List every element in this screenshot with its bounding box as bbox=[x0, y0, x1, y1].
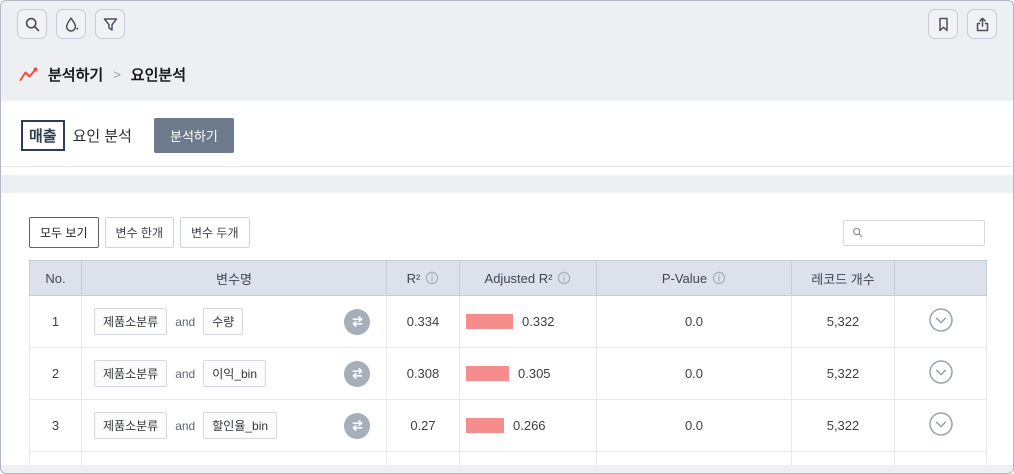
breadcrumb-root[interactable]: 분석하기 bbox=[48, 67, 104, 84]
table-row-partial bbox=[29, 451, 987, 465]
table-row: 1 제품소분류 and 수량 bbox=[29, 295, 987, 348]
table-header-row: No. 변수명 R² Adjusted R² P-Value 레코드 개수 bbox=[29, 260, 987, 296]
r2-value: 0.308 bbox=[386, 347, 460, 400]
bookmark-icon bbox=[938, 17, 948, 31]
toolbar-right-group bbox=[928, 9, 997, 39]
adjusted-r2-value: 0.305 bbox=[518, 366, 551, 381]
analysis-title-row: 매출 요인 분석 분석하기 bbox=[21, 118, 993, 153]
top-toolbar bbox=[1, 1, 1013, 39]
factor-analysis-table: No. 변수명 R² Adjusted R² P-Value 레코드 개수 bbox=[29, 260, 987, 465]
filter-button[interactable] bbox=[95, 9, 125, 39]
r2-value: 0.27 bbox=[386, 399, 460, 452]
breadcrumb-current: 요인분석 bbox=[130, 67, 186, 84]
connector-label: and bbox=[175, 366, 196, 381]
col-expand bbox=[894, 260, 987, 296]
p-value: 0.0 bbox=[596, 295, 792, 348]
target-variable-chip[interactable]: 매출 bbox=[21, 120, 65, 151]
chevron-down-icon bbox=[928, 308, 953, 332]
col-p-value: P-Value bbox=[596, 260, 792, 296]
record-count: 5,322 bbox=[791, 347, 895, 400]
p-value: 0.0 bbox=[596, 399, 792, 452]
variable-chip[interactable]: 이익_bin bbox=[203, 360, 267, 387]
table-search bbox=[843, 219, 985, 246]
swap-variables-button[interactable] bbox=[344, 308, 370, 335]
row-number: 2 bbox=[29, 347, 82, 400]
swap-icon bbox=[352, 316, 362, 327]
share-icon bbox=[976, 17, 988, 31]
header-divider bbox=[1, 166, 1013, 167]
col-record-count: 레코드 개수 bbox=[791, 260, 895, 296]
record-count: 5,322 bbox=[791, 399, 895, 452]
adjusted-r2-bar bbox=[466, 366, 509, 381]
table-controls: 모두 보기 변수 한개 변수 두개 bbox=[29, 217, 985, 248]
expand-row-button[interactable] bbox=[928, 411, 954, 437]
variable-chip[interactable]: 수량 bbox=[203, 308, 244, 335]
col-adjusted-r2-label: Adjusted R² bbox=[484, 270, 553, 286]
adjusted-r2-value: 0.266 bbox=[513, 418, 546, 433]
table-row: 2 제품소분류 and 이익_bin bbox=[29, 347, 987, 400]
col-p-value-label: P-Value bbox=[661, 270, 708, 286]
tab-one-variable[interactable]: 변수 한개 bbox=[104, 217, 174, 248]
line-chart-icon bbox=[19, 67, 38, 81]
share-button[interactable] bbox=[967, 9, 997, 39]
search-icon bbox=[852, 227, 863, 238]
adjusted-r2-value: 0.332 bbox=[522, 314, 555, 329]
record-count: 5,322 bbox=[791, 295, 895, 348]
paint-fill-button[interactable] bbox=[56, 9, 86, 39]
info-icon[interactable] bbox=[425, 271, 439, 285]
swap-variables-button[interactable] bbox=[344, 412, 370, 439]
variable-chip[interactable]: 할인율_bin bbox=[203, 412, 278, 439]
row-number: 1 bbox=[29, 295, 82, 348]
tab-view-all[interactable]: 모두 보기 bbox=[29, 217, 99, 248]
analysis-header-card: 매출 요인 분석 분석하기 bbox=[1, 101, 1013, 175]
expand-row-button[interactable] bbox=[928, 359, 954, 385]
variable-chip[interactable]: 제품소분류 bbox=[94, 308, 168, 335]
chevron-down-icon bbox=[928, 412, 953, 436]
view-tabs: 모두 보기 변수 한개 변수 두개 bbox=[29, 217, 250, 248]
chevron-down-icon bbox=[928, 360, 953, 384]
col-adjusted-r2: Adjusted R² bbox=[459, 260, 597, 296]
filter-icon bbox=[103, 17, 117, 31]
col-variables: 변수명 bbox=[81, 260, 387, 296]
tab-two-variables[interactable]: 변수 두개 bbox=[180, 217, 250, 248]
analyze-button[interactable]: 분석하기 bbox=[153, 118, 234, 153]
search-icon bbox=[25, 17, 39, 31]
r2-value: 0.334 bbox=[386, 295, 460, 348]
breadcrumb: 분석하기 > 요인분석 bbox=[1, 39, 1013, 85]
results-card: 모두 보기 변수 한개 변수 두개 No. 변수명 bbox=[1, 193, 1013, 465]
p-value: 0.0 bbox=[596, 347, 792, 400]
breadcrumb-separator: > bbox=[113, 67, 121, 82]
swap-variables-button[interactable] bbox=[344, 360, 370, 387]
table-search-input[interactable] bbox=[869, 225, 976, 240]
expand-row-button[interactable] bbox=[928, 307, 954, 333]
variable-chip[interactable]: 제품소분류 bbox=[94, 412, 168, 439]
adjusted-r2-bar bbox=[466, 314, 513, 329]
info-icon[interactable] bbox=[712, 271, 726, 285]
col-no: No. bbox=[29, 260, 82, 296]
paint-fill-icon bbox=[65, 16, 78, 32]
connector-label: and bbox=[175, 314, 196, 329]
variable-chip[interactable]: 제품소분류 bbox=[94, 360, 168, 387]
connector-label: and bbox=[175, 418, 196, 433]
swap-icon bbox=[352, 368, 362, 379]
table-row: 3 제품소분류 and 할인율_bin bbox=[29, 399, 987, 452]
analysis-title: 요인 분석 bbox=[72, 128, 132, 145]
bookmark-button[interactable] bbox=[928, 9, 958, 39]
toolbar-left-group bbox=[17, 9, 125, 39]
search-button[interactable] bbox=[17, 9, 47, 39]
info-icon[interactable] bbox=[557, 271, 571, 285]
adjusted-r2-bar bbox=[466, 418, 504, 433]
col-r2-label: R² bbox=[406, 270, 421, 286]
swap-icon bbox=[352, 420, 362, 431]
row-number: 3 bbox=[29, 399, 82, 452]
col-r2: R² bbox=[386, 260, 460, 296]
